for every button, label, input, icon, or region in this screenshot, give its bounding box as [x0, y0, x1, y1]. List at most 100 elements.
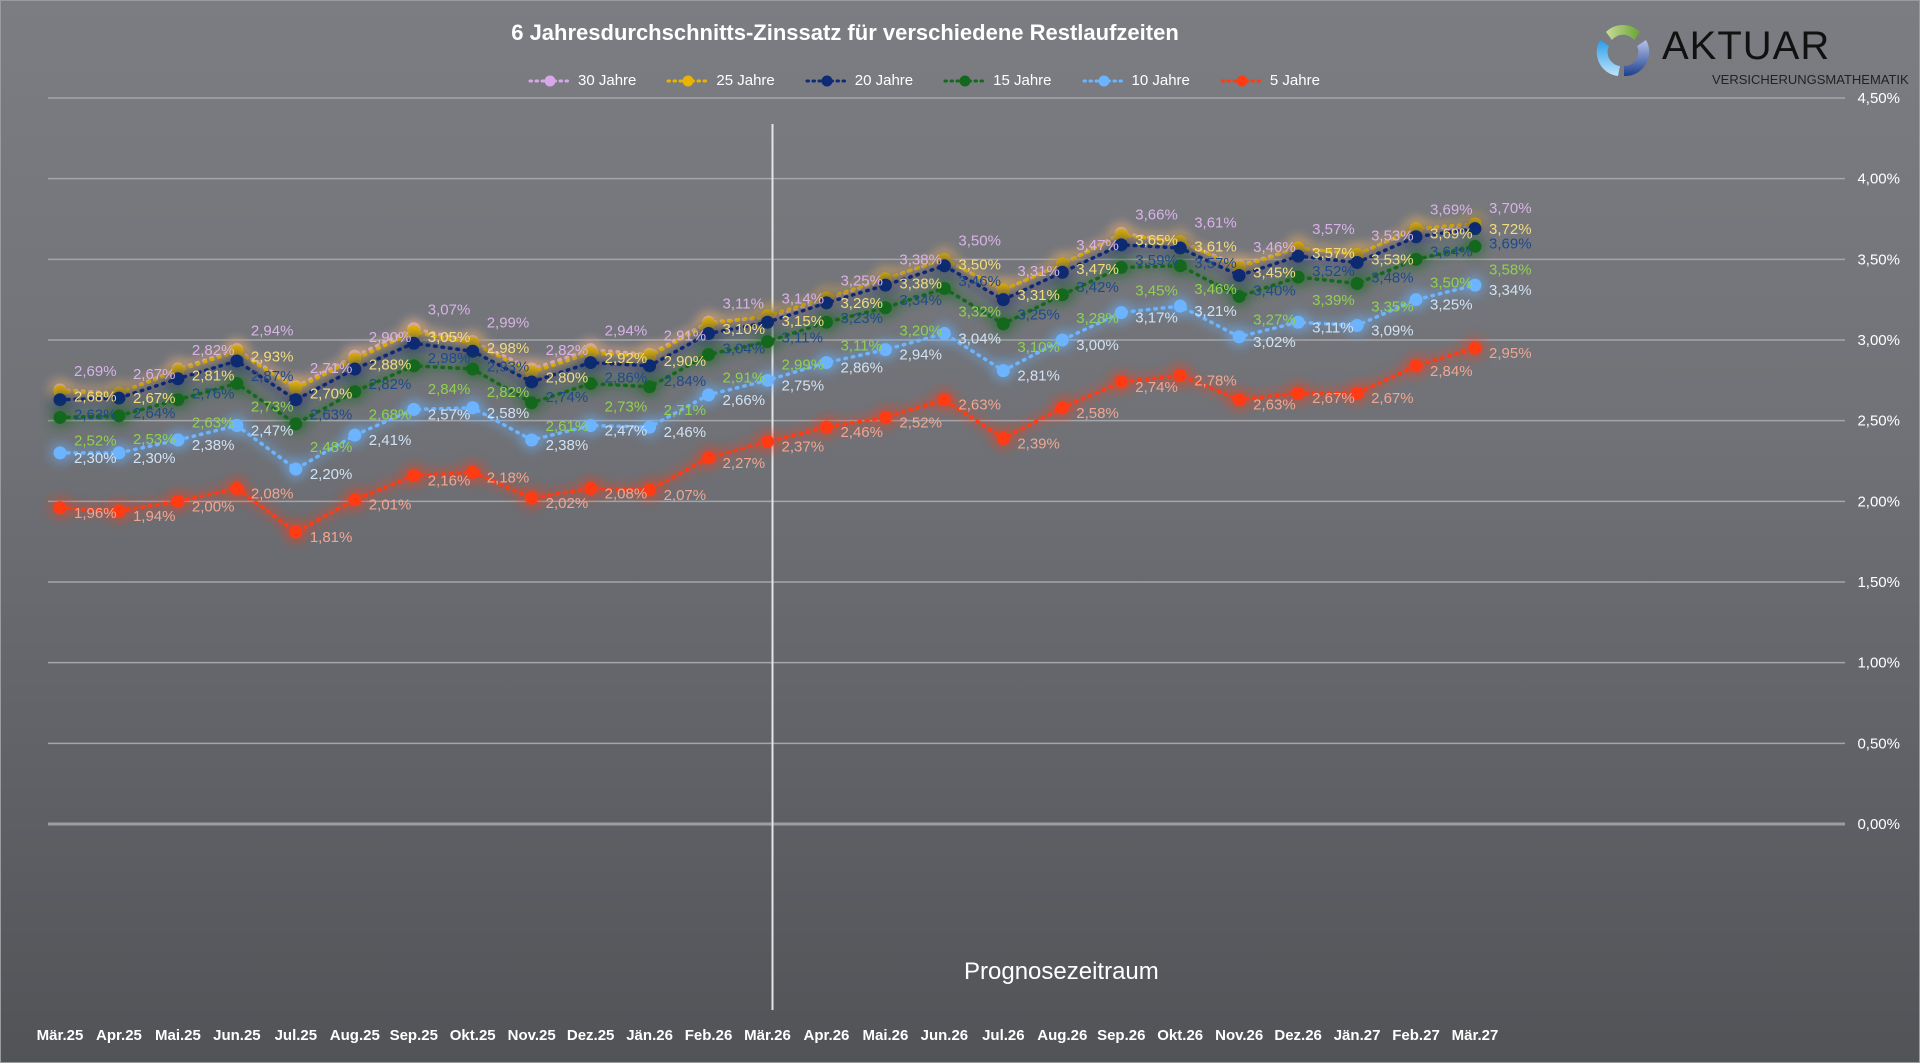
data-point[interactable]	[761, 335, 774, 349]
data-point[interactable]	[1173, 241, 1187, 255]
data-point[interactable]	[702, 327, 716, 341]
legend-item[interactable]: 25 Jahre	[666, 72, 775, 89]
data-point[interactable]	[1114, 260, 1128, 274]
data-point[interactable]	[230, 377, 244, 391]
data-point[interactable]	[1350, 256, 1364, 270]
data-point[interactable]	[112, 391, 126, 405]
data-point[interactable]	[1468, 341, 1482, 355]
data-point[interactable]	[878, 278, 892, 292]
data-point[interactable]	[584, 356, 598, 370]
data-point[interactable]	[466, 344, 480, 358]
data-point[interactable]	[1350, 318, 1364, 332]
data-point[interactable]	[819, 356, 833, 370]
data-point[interactable]	[643, 420, 657, 434]
data-point[interactable]	[525, 433, 539, 447]
data-point[interactable]	[407, 469, 421, 483]
data-point[interactable]	[761, 315, 774, 329]
data-point[interactable]	[1291, 249, 1305, 263]
data-point[interactable]	[643, 483, 657, 497]
data-point[interactable]	[53, 410, 67, 424]
data-point[interactable]	[1114, 306, 1128, 320]
data-point[interactable]	[761, 373, 774, 387]
data-point[interactable]	[584, 419, 598, 433]
data-point[interactable]	[878, 410, 892, 424]
data-point[interactable]	[878, 343, 892, 357]
data-point[interactable]	[702, 388, 716, 402]
data-point[interactable]	[1409, 230, 1423, 244]
data-point[interactable]	[112, 409, 126, 423]
legend-item[interactable]: 10 Jahre	[1082, 72, 1190, 89]
data-point[interactable]	[1409, 293, 1423, 307]
data-point[interactable]	[171, 494, 185, 508]
data-point[interactable]	[525, 491, 539, 505]
legend-item[interactable]: 5 Jahre	[1220, 72, 1320, 89]
data-point[interactable]	[584, 377, 598, 391]
data-point[interactable]	[171, 372, 185, 386]
data-point[interactable]	[53, 446, 67, 460]
data-point[interactable]	[819, 420, 833, 434]
data-point[interactable]	[1350, 386, 1364, 400]
data-point[interactable]	[1055, 265, 1069, 279]
data-point[interactable]	[761, 435, 774, 449]
data-point[interactable]	[348, 428, 362, 442]
data-point[interactable]	[1409, 359, 1423, 373]
data-point[interactable]	[1232, 393, 1246, 407]
data-point[interactable]	[1232, 289, 1246, 303]
data-point[interactable]	[584, 481, 598, 495]
data-point[interactable]	[53, 501, 67, 515]
data-point[interactable]	[112, 446, 126, 460]
data-point[interactable]	[996, 431, 1010, 445]
data-point[interactable]	[407, 359, 421, 373]
data-point[interactable]	[1468, 239, 1482, 253]
data-point[interactable]	[996, 293, 1010, 307]
data-point[interactable]	[230, 419, 244, 433]
data-point[interactable]	[996, 364, 1010, 378]
data-point[interactable]	[643, 380, 657, 394]
data-point[interactable]	[289, 417, 303, 431]
data-point[interactable]	[112, 504, 126, 518]
data-point[interactable]	[230, 481, 244, 495]
data-point[interactable]	[525, 396, 539, 410]
data-point[interactable]	[289, 393, 303, 407]
data-point[interactable]	[1232, 268, 1246, 282]
data-point[interactable]	[1055, 333, 1069, 347]
data-point[interactable]	[466, 465, 480, 479]
legend-item[interactable]: 15 Jahre	[943, 72, 1052, 89]
data-point[interactable]	[643, 359, 657, 373]
data-point[interactable]	[1173, 259, 1187, 273]
data-point[interactable]	[348, 385, 362, 399]
data-point[interactable]	[1350, 277, 1364, 291]
data-point[interactable]	[1173, 299, 1187, 313]
data-point[interactable]	[407, 402, 421, 416]
data-point[interactable]	[1232, 330, 1246, 344]
data-point[interactable]	[702, 451, 716, 465]
data-point[interactable]	[702, 348, 716, 362]
data-point[interactable]	[819, 296, 833, 310]
data-point[interactable]	[230, 354, 244, 368]
data-point[interactable]	[466, 401, 480, 415]
data-point[interactable]	[1468, 278, 1482, 292]
data-point[interactable]	[466, 362, 480, 376]
data-point[interactable]	[937, 327, 951, 341]
data-point[interactable]	[1114, 238, 1128, 252]
data-point[interactable]	[407, 336, 421, 350]
data-point[interactable]	[1409, 252, 1423, 266]
data-point[interactable]	[1055, 288, 1069, 302]
data-point[interactable]	[1114, 375, 1128, 389]
data-point[interactable]	[937, 259, 951, 273]
data-point[interactable]	[525, 375, 539, 389]
data-point[interactable]	[819, 315, 833, 329]
data-point[interactable]	[1173, 368, 1187, 382]
data-point[interactable]	[289, 462, 303, 476]
data-point[interactable]	[1055, 401, 1069, 415]
data-point[interactable]	[937, 393, 951, 407]
legend-item[interactable]: 20 Jahre	[805, 72, 913, 89]
data-point[interactable]	[171, 433, 185, 447]
data-point[interactable]	[348, 493, 362, 507]
data-point[interactable]	[1291, 270, 1305, 284]
data-point[interactable]	[53, 393, 67, 407]
legend-item[interactable]: 30 Jahre	[528, 72, 636, 89]
data-point[interactable]	[996, 317, 1010, 331]
data-point[interactable]	[1468, 222, 1482, 236]
data-point[interactable]	[937, 281, 951, 295]
